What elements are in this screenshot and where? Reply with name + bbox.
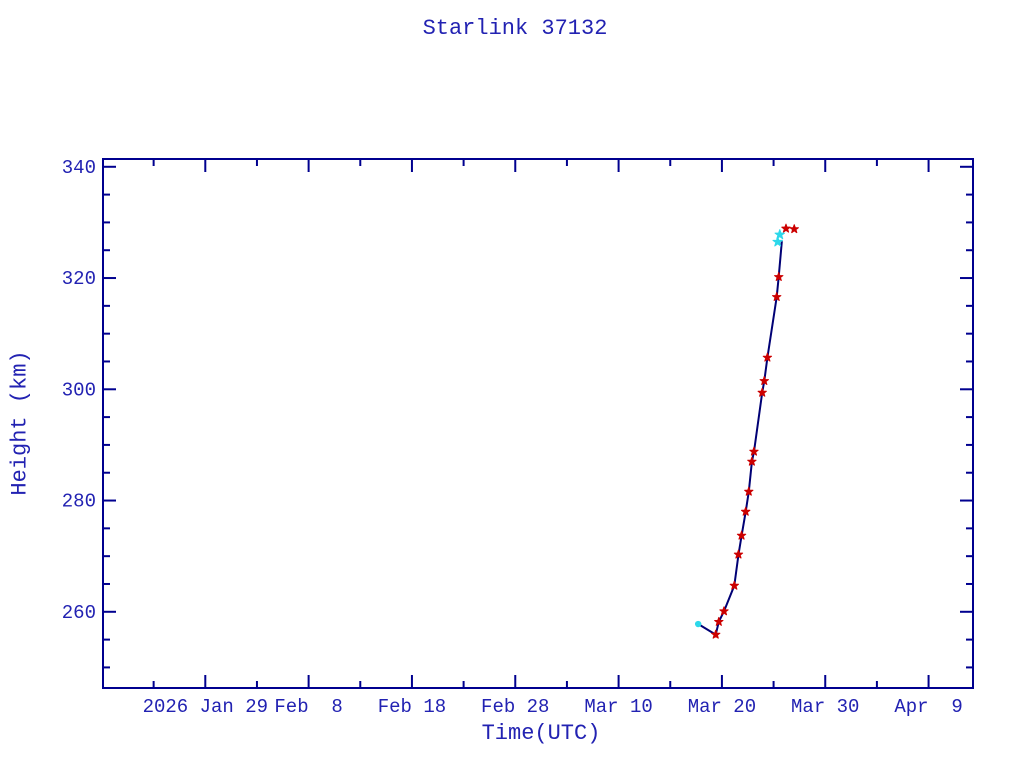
red-star-marker <box>757 387 767 397</box>
cyan-star-marker <box>772 236 783 247</box>
x-axis-title: Time(UTC) <box>481 721 601 746</box>
x-tick-label: Apr 9 <box>894 696 962 718</box>
red-star-marker <box>711 629 721 639</box>
x-tick-label: Mar 30 <box>791 696 859 718</box>
y-tick-label: 320 <box>62 268 96 290</box>
x-tick-label: Feb 8 <box>274 696 342 718</box>
red-star-marker <box>762 352 773 362</box>
red-star-marker <box>733 549 744 559</box>
red-star-marker <box>719 606 729 616</box>
y-tick-label: 300 <box>62 379 96 401</box>
red-star-marker <box>772 292 782 302</box>
plot-frame <box>102 158 974 689</box>
cyan-star-marker <box>774 229 786 240</box>
red-star-marker <box>747 456 757 466</box>
red-star-marker <box>774 272 784 281</box>
y-tick-label: 280 <box>62 491 96 513</box>
height-line <box>697 240 783 636</box>
x-tick-label: Feb 18 <box>378 696 446 718</box>
red-star-marker <box>759 376 769 386</box>
y-tick-label: 260 <box>62 602 96 624</box>
x-tick-label: 2026 Jan 29 <box>143 696 268 718</box>
red-star-marker <box>714 616 724 626</box>
red-star-marker <box>744 486 754 496</box>
red-star-marker <box>781 223 791 233</box>
y-tick-label: 340 <box>62 157 96 179</box>
x-tick-label: Feb 28 <box>481 696 549 718</box>
red-star-marker <box>741 506 751 516</box>
x-tick-label: Mar 20 <box>688 696 756 718</box>
red-star-marker <box>789 224 799 234</box>
y-axis-title: Height (km) <box>7 350 33 496</box>
red-star-marker <box>736 530 747 540</box>
chart-title: Starlink 37132 <box>422 16 608 41</box>
red-star-marker <box>749 446 759 456</box>
x-tick-label: Mar 10 <box>584 696 652 718</box>
red-star-marker <box>729 580 739 590</box>
cyan-dot-marker <box>694 620 702 628</box>
